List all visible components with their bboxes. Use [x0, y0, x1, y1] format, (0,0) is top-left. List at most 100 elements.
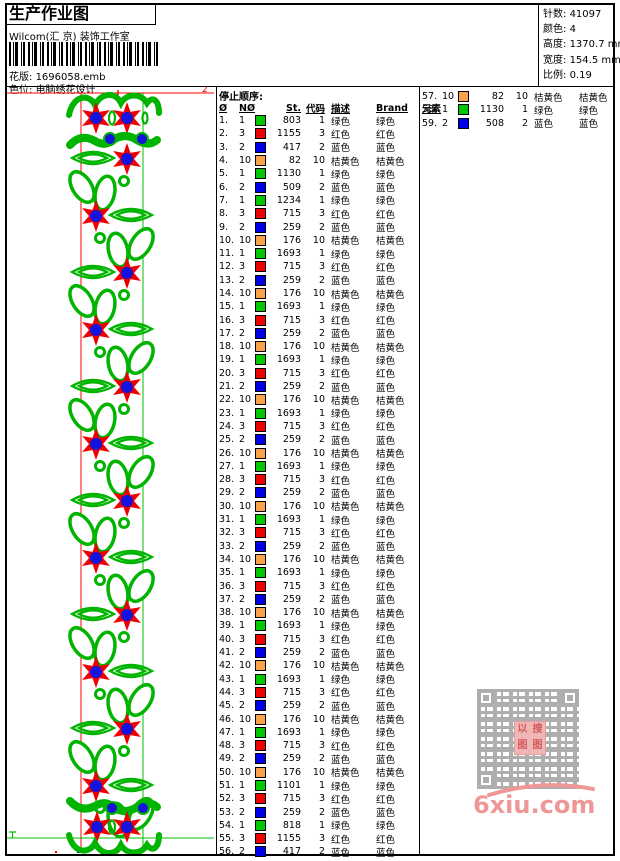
color-description: 绿色 — [331, 462, 351, 474]
row-number: 33. — [219, 540, 235, 552]
color-brand: 绿色 — [376, 728, 396, 740]
color-code: 2 — [318, 593, 325, 605]
stitch-count: 176 — [282, 553, 301, 565]
height-value: 1370.7 mm — [569, 39, 620, 51]
seal-char: 以 — [517, 724, 528, 735]
color-brand: 蓝色 — [376, 382, 396, 394]
table-row: 40. 3 715 3 红色 红色 — [219, 633, 420, 646]
site-watermark: 以 搜 图 图 6xiu.com — [471, 683, 601, 823]
color-code: 3 — [318, 128, 325, 140]
col-header-description: 描述 — [331, 104, 351, 115]
color-code: 2 — [318, 141, 325, 153]
color-code: 10 — [312, 553, 325, 565]
row-number: 17. — [219, 327, 235, 339]
color-description: 绿色 — [331, 675, 351, 687]
color-brand: 桔黄色 — [376, 608, 405, 620]
table-row: 46. 10 176 10 桔黄色 桔黄色 — [219, 712, 420, 727]
color-description: 蓝色 — [331, 143, 351, 155]
needle-number: 1 — [239, 407, 246, 419]
color-brand: 红色 — [376, 741, 396, 753]
col-header-brand: Brand — [376, 102, 408, 114]
color-code: 3 — [318, 527, 325, 539]
color-code: 1 — [318, 115, 325, 127]
color-description: 蓝色 — [331, 701, 351, 713]
row-number: 23. — [219, 407, 235, 419]
table-row: 18. 10 176 10 桔黄色 桔黄色 — [219, 340, 420, 354]
stitch-count: 715 — [282, 686, 301, 698]
table-row: 39. 1 1693 1 绿色 绿色 — [219, 619, 420, 633]
color-brand: 红色 — [376, 688, 396, 700]
table-row: 19. 1 1693 1 绿色 绿色 — [219, 353, 420, 367]
row-number: 12. — [219, 261, 235, 273]
needle-number: 10 — [239, 500, 252, 512]
table-row: 30. 10 176 10 桔黄色 桔黄色 — [219, 500, 420, 513]
needle-number: 2 — [239, 753, 246, 765]
stitch-count: 176 — [282, 447, 301, 459]
color-brand: 桔黄色 — [376, 715, 405, 727]
row-number: 45. — [219, 700, 235, 712]
seal-char: 图 — [517, 740, 528, 751]
color-code: 2 — [318, 700, 325, 712]
color-description: 桔黄色 — [331, 449, 360, 461]
stitch-count: 1155 — [276, 128, 301, 140]
needle-number: 2 — [239, 846, 246, 858]
color-brand: 绿色 — [376, 675, 396, 687]
color-brand: 桔黄色 — [376, 236, 405, 248]
table-row: 25. 2 259 2 蓝色 蓝色 — [219, 433, 420, 447]
row-number: 59. — [422, 117, 438, 129]
stitch-count: 176 — [282, 660, 301, 672]
color-brand: 红色 — [376, 316, 396, 328]
color-brand: 绿色 — [579, 105, 599, 117]
color-brand: 绿色 — [376, 356, 396, 367]
needle-number: 3 — [239, 793, 246, 805]
color-swatch — [255, 487, 269, 499]
color-description: 蓝色 — [331, 382, 351, 394]
worksheet-page: 生产作业图 Wilcom(汇 京) 装饰工作室 花版: 1696058.emb … — [5, 3, 620, 859]
needle-number: 3 — [239, 833, 246, 845]
color-description: 绿色 — [331, 621, 351, 633]
row-number: 7. — [219, 194, 229, 206]
color-brand: 蓝色 — [376, 488, 396, 500]
row-number: 8. — [219, 208, 229, 220]
color-swatch — [255, 779, 269, 791]
color-code: 10 — [312, 500, 325, 512]
color-code: 2 — [318, 647, 325, 659]
row-number: 20. — [219, 367, 235, 379]
color-brand: 蓝色 — [376, 542, 396, 554]
color-swatch — [255, 514, 269, 526]
stitch-count: 1130 — [479, 104, 504, 116]
color-description: 红色 — [331, 422, 351, 434]
needle-number: 2 — [239, 647, 246, 659]
stitch-count: 715 — [282, 740, 301, 752]
color-brand: 蓝色 — [376, 808, 396, 820]
color-swatch — [255, 261, 269, 273]
table-row: 29. 2 259 2 蓝色 蓝色 — [219, 486, 420, 500]
row-number: 54. — [219, 819, 235, 831]
row-number: 15. — [219, 301, 235, 313]
color-code: 10 — [312, 155, 325, 167]
needle-number: 1 — [239, 567, 246, 579]
color-description: 蓝色 — [331, 329, 351, 341]
needle-number: 3 — [239, 686, 246, 698]
color-description: 红色 — [331, 834, 351, 846]
row-number: 35. — [219, 567, 235, 579]
color-description: 绿色 — [331, 356, 351, 367]
table-row: 15. 1 1693 1 绿色 绿色 — [219, 300, 420, 314]
stitch-count: 176 — [282, 766, 301, 778]
scale-label: 比例: — [543, 69, 567, 81]
color-description: 桔黄色 — [331, 156, 360, 168]
table-row: 44. 3 715 3 红色 红色 — [219, 686, 420, 699]
color-code: 10 — [312, 288, 325, 299]
pattern-value: 1696058.emb — [35, 72, 106, 83]
color-swatch — [255, 381, 269, 393]
row-number: 14. — [219, 288, 235, 299]
col-header-code: 代码 — [305, 104, 325, 115]
color-swatch — [255, 208, 269, 220]
needle-number: 10 — [239, 288, 252, 299]
color-swatch — [255, 128, 269, 140]
color-swatch — [255, 726, 269, 738]
color-brand: 绿色 — [376, 409, 396, 421]
needle-number: 1 — [239, 115, 246, 127]
color-swatch — [255, 234, 269, 246]
table-row: 57. 10 82 10 桔黄色 桔黄色 — [422, 90, 620, 104]
